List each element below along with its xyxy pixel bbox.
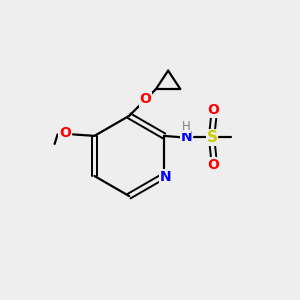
Text: H: H <box>182 120 191 133</box>
Text: O: O <box>59 126 71 140</box>
Text: O: O <box>208 158 220 172</box>
Text: N: N <box>160 169 171 184</box>
Text: O: O <box>140 92 152 106</box>
Text: O: O <box>208 103 220 117</box>
Text: N: N <box>181 130 192 144</box>
Text: S: S <box>207 130 218 145</box>
